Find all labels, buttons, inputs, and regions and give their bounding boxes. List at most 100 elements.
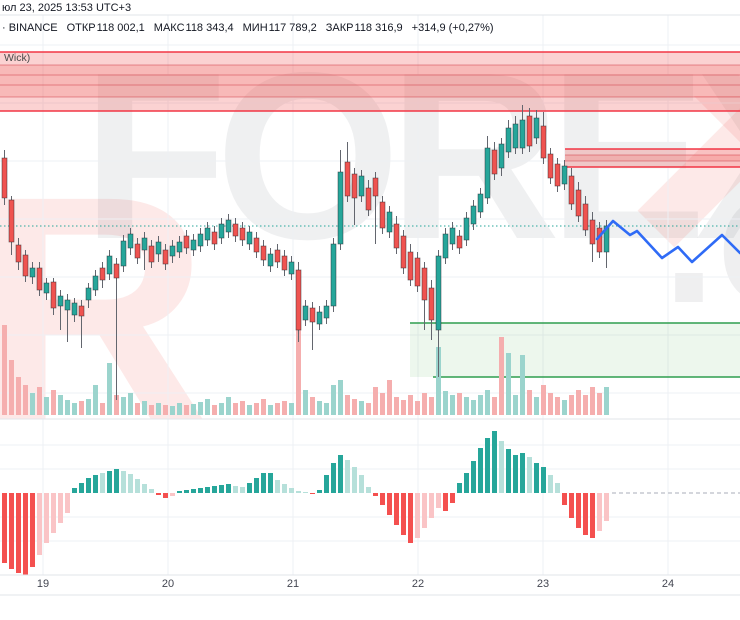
histogram-bar bbox=[478, 448, 483, 493]
candle-body bbox=[183, 235, 190, 249]
histogram-bar bbox=[366, 487, 371, 493]
histogram-bar bbox=[499, 441, 504, 493]
volume-bar bbox=[65, 400, 70, 415]
histogram-bar bbox=[485, 438, 490, 493]
volume-bar bbox=[156, 403, 161, 415]
histogram-bar bbox=[359, 475, 364, 493]
histogram-bar bbox=[436, 493, 441, 508]
time-axis-label[interactable]: 22 bbox=[412, 578, 424, 590]
time-axis-label[interactable]: 19 bbox=[37, 578, 49, 590]
time-axis-label[interactable]: 24 bbox=[662, 578, 674, 590]
upper-zone-label: Wick) bbox=[4, 52, 30, 64]
histogram-bar bbox=[429, 493, 434, 518]
time-axis-label[interactable]: 20 bbox=[162, 578, 174, 590]
histogram-bar bbox=[93, 475, 98, 493]
candle-body bbox=[176, 241, 183, 253]
volume-bar bbox=[345, 395, 350, 415]
histogram-bar bbox=[51, 493, 56, 533]
candle-body bbox=[505, 127, 512, 153]
histogram-bar bbox=[282, 484, 287, 493]
candle-body bbox=[239, 227, 246, 241]
resistance-zone-small[interactable] bbox=[565, 149, 740, 167]
histogram-bar bbox=[331, 463, 336, 493]
histogram-bar bbox=[422, 493, 427, 528]
volume-bar bbox=[191, 404, 196, 415]
time-axis-label[interactable]: 21 bbox=[287, 578, 299, 590]
candle-body bbox=[344, 161, 351, 197]
ohlc-change: +314,9 (+0,27%) bbox=[411, 22, 494, 34]
histogram-bar bbox=[289, 488, 294, 493]
time-axis-label[interactable]: 23 bbox=[537, 578, 549, 590]
volume-bar bbox=[583, 395, 588, 415]
volume-bar bbox=[499, 337, 504, 415]
candle-body bbox=[246, 231, 253, 245]
histogram-bar bbox=[415, 493, 420, 538]
histogram-bar bbox=[373, 493, 378, 496]
candle-body bbox=[512, 123, 519, 149]
histogram-bar bbox=[527, 457, 532, 493]
volume-bar bbox=[107, 363, 112, 415]
volume-bar bbox=[527, 390, 532, 415]
histogram-bar bbox=[471, 461, 476, 493]
candle-body bbox=[141, 237, 148, 251]
forecast-line[interactable] bbox=[595, 219, 740, 264]
support-zone[interactable] bbox=[410, 323, 740, 377]
volume-bar bbox=[422, 393, 427, 415]
candle-body bbox=[127, 233, 134, 249]
histogram-bar bbox=[296, 491, 301, 493]
histogram-bar bbox=[23, 493, 28, 575]
candle-body bbox=[162, 249, 169, 265]
resistance-zone-upper[interactable] bbox=[0, 52, 740, 111]
candle-body bbox=[337, 171, 344, 245]
histogram-bar bbox=[37, 493, 42, 555]
histogram-bar bbox=[212, 486, 217, 493]
candle-body bbox=[78, 305, 85, 317]
candle-body bbox=[484, 147, 491, 199]
histogram-bar bbox=[520, 453, 525, 493]
candle-body bbox=[498, 143, 505, 169]
candle-body bbox=[582, 203, 589, 231]
candle-body bbox=[204, 227, 211, 241]
candle-body bbox=[449, 227, 456, 245]
candle-body bbox=[442, 233, 449, 259]
histogram-bar bbox=[324, 475, 329, 493]
candle-body bbox=[295, 269, 302, 331]
volume-bar bbox=[2, 325, 7, 415]
candle-body bbox=[134, 243, 141, 259]
candle-body bbox=[92, 275, 99, 291]
histogram-bar bbox=[569, 493, 574, 518]
candle-body bbox=[64, 299, 71, 311]
histogram-bar bbox=[275, 480, 280, 493]
candle-body bbox=[323, 305, 330, 319]
histogram-bar bbox=[72, 488, 77, 493]
candle-body bbox=[400, 235, 407, 269]
volume-bar bbox=[443, 391, 448, 415]
volume-bar bbox=[408, 395, 413, 415]
volume-bar bbox=[142, 401, 147, 415]
volume-bar bbox=[170, 406, 175, 415]
volume-bar bbox=[205, 399, 210, 415]
volume-bar bbox=[254, 403, 259, 415]
histogram-bar bbox=[240, 487, 245, 493]
histogram-bar bbox=[345, 460, 350, 493]
histogram-bar bbox=[310, 493, 315, 494]
candle-body bbox=[407, 251, 414, 281]
volume-bar bbox=[464, 397, 469, 415]
histogram-bar bbox=[247, 483, 252, 493]
candle-body bbox=[561, 165, 568, 185]
chart-datetime: юл 23, 2025 13:53 UTC+3 bbox=[2, 2, 132, 14]
volume-bar bbox=[401, 400, 406, 415]
candle-body bbox=[113, 263, 120, 279]
volume-bar bbox=[37, 387, 42, 415]
histogram-bar bbox=[303, 492, 308, 493]
histogram-bar bbox=[604, 493, 609, 521]
candle-body bbox=[365, 187, 372, 211]
candle-body bbox=[379, 201, 386, 229]
symbol-ohlc-row[interactable]: · BINANCE ОТКР 118 002,1 МАКС 118 343,4 МИ… bbox=[2, 22, 494, 34]
histogram-bar bbox=[541, 467, 546, 493]
ohlc-close: ЗАКР 118 316,9 bbox=[325, 22, 403, 34]
volume-bar bbox=[128, 393, 133, 415]
volume-bar bbox=[513, 395, 518, 415]
